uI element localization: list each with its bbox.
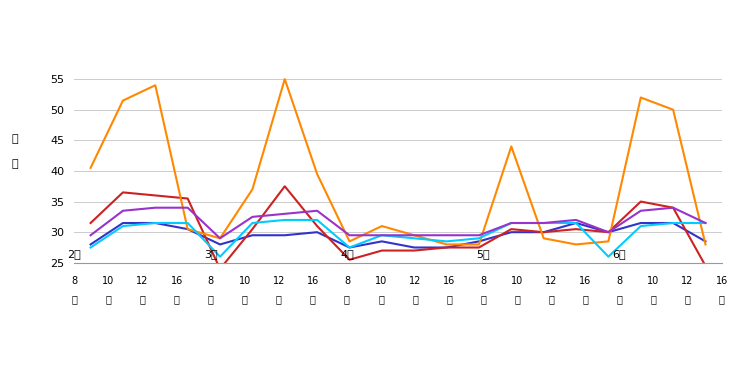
Text: 時: 時: [344, 294, 350, 304]
Text: 16: 16: [170, 276, 183, 285]
Text: 時: 時: [208, 294, 214, 304]
Text: 8: 8: [71, 276, 77, 285]
Text: 時: 時: [583, 294, 589, 304]
Text: 8: 8: [208, 276, 214, 285]
Text: 12: 12: [136, 276, 149, 285]
Text: 10: 10: [375, 276, 387, 285]
Text: 時: 時: [106, 294, 112, 304]
Text: 度: 度: [12, 159, 18, 169]
Text: 3日: 3日: [204, 249, 217, 259]
Text: 8: 8: [344, 276, 350, 285]
Text: 12: 12: [682, 276, 694, 285]
Text: 時: 時: [617, 294, 623, 304]
Text: 時: 時: [719, 294, 725, 304]
Text: 施工後：10月2日（日）〜10月6日（木）までの温度変化: 施工後：10月2日（日）〜10月6日（木）までの温度変化: [251, 24, 493, 38]
Text: 16: 16: [716, 276, 728, 285]
Text: 6日: 6日: [612, 249, 626, 259]
Text: 時: 時: [71, 294, 77, 304]
Text: 時: 時: [514, 294, 520, 304]
Text: 温: 温: [12, 134, 18, 144]
Text: 10: 10: [647, 276, 660, 285]
Text: 16: 16: [307, 276, 319, 285]
Text: 時: 時: [481, 294, 486, 304]
Text: 時: 時: [684, 294, 690, 304]
Text: 時: 時: [548, 294, 554, 304]
Text: 時: 時: [446, 294, 452, 304]
Text: 時: 時: [378, 294, 384, 304]
Text: 8: 8: [480, 276, 487, 285]
Text: 12: 12: [272, 276, 285, 285]
Text: 時: 時: [412, 294, 418, 304]
Text: 12: 12: [409, 276, 421, 285]
Text: 16: 16: [443, 276, 455, 285]
Text: 16: 16: [580, 276, 591, 285]
Text: 時: 時: [140, 294, 146, 304]
Text: 時: 時: [310, 294, 315, 304]
Text: 10: 10: [103, 276, 115, 285]
Text: 10: 10: [239, 276, 251, 285]
Text: 時: 時: [650, 294, 656, 304]
Text: 4日: 4日: [340, 249, 354, 259]
Text: 時: 時: [276, 294, 282, 304]
Text: 10: 10: [511, 276, 523, 285]
Text: 時: 時: [173, 294, 179, 304]
Text: 時: 時: [242, 294, 248, 304]
Text: 5日: 5日: [476, 249, 490, 259]
Text: 12: 12: [545, 276, 557, 285]
Text: 2日: 2日: [68, 249, 81, 259]
Text: 8: 8: [617, 276, 623, 285]
